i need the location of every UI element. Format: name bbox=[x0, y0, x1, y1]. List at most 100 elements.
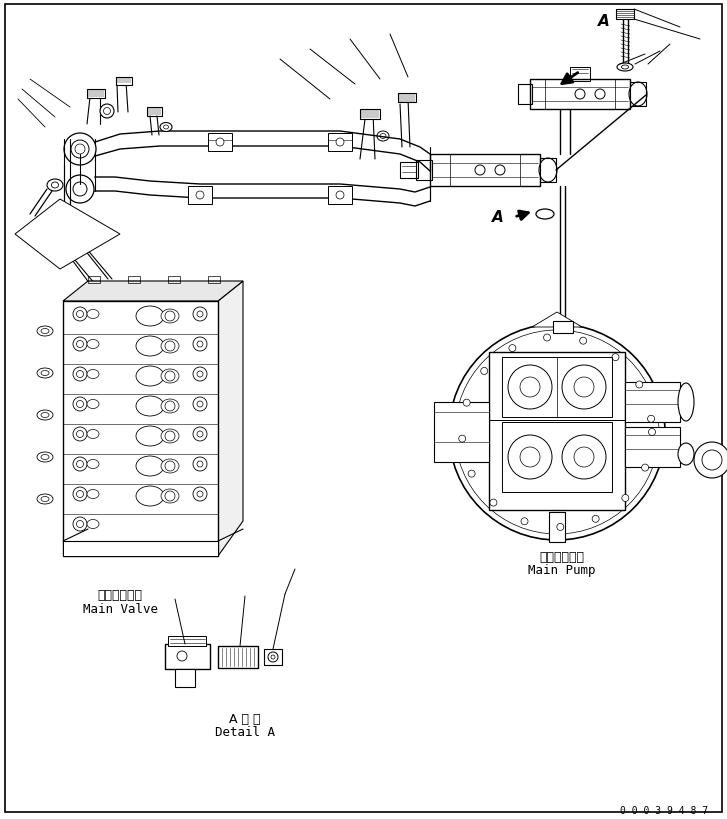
Circle shape bbox=[544, 335, 550, 342]
Circle shape bbox=[165, 491, 175, 501]
Ellipse shape bbox=[539, 159, 557, 183]
Text: A: A bbox=[492, 210, 504, 225]
Bar bbox=[188, 187, 212, 205]
Circle shape bbox=[165, 311, 175, 322]
Circle shape bbox=[574, 378, 594, 397]
Bar bbox=[328, 133, 352, 152]
Bar bbox=[400, 163, 418, 179]
Bar bbox=[264, 649, 282, 665]
Bar bbox=[434, 402, 489, 463]
Circle shape bbox=[100, 105, 114, 119]
Ellipse shape bbox=[164, 126, 169, 130]
Ellipse shape bbox=[47, 180, 63, 192]
Text: Main Pump: Main Pump bbox=[529, 563, 595, 577]
Bar bbox=[630, 83, 646, 106]
Circle shape bbox=[193, 458, 207, 472]
Circle shape bbox=[449, 324, 665, 541]
Bar bbox=[165, 645, 210, 669]
Bar bbox=[218, 646, 258, 668]
Ellipse shape bbox=[377, 132, 389, 142]
Ellipse shape bbox=[136, 337, 164, 356]
Circle shape bbox=[592, 516, 599, 523]
Ellipse shape bbox=[161, 490, 179, 504]
Bar bbox=[570, 68, 590, 82]
Bar bbox=[87, 90, 105, 99]
Circle shape bbox=[165, 342, 175, 351]
Circle shape bbox=[612, 354, 619, 361]
Circle shape bbox=[562, 365, 606, 410]
Ellipse shape bbox=[41, 371, 49, 376]
Text: メインバルブ: メインバルブ bbox=[97, 589, 142, 602]
Circle shape bbox=[193, 397, 207, 411]
Circle shape bbox=[509, 345, 516, 352]
Circle shape bbox=[475, 165, 485, 176]
Circle shape bbox=[216, 139, 224, 147]
Circle shape bbox=[76, 401, 84, 408]
Circle shape bbox=[197, 342, 203, 347]
Circle shape bbox=[193, 487, 207, 501]
Circle shape bbox=[196, 192, 204, 200]
Ellipse shape bbox=[136, 367, 164, 387]
Bar bbox=[549, 513, 565, 542]
Circle shape bbox=[75, 145, 85, 155]
Ellipse shape bbox=[136, 396, 164, 417]
Circle shape bbox=[468, 471, 475, 477]
Ellipse shape bbox=[87, 430, 99, 439]
Bar bbox=[63, 541, 218, 556]
Text: メインポンプ: メインポンプ bbox=[539, 551, 585, 563]
Circle shape bbox=[76, 311, 84, 318]
Circle shape bbox=[76, 431, 84, 438]
Circle shape bbox=[165, 372, 175, 382]
Circle shape bbox=[165, 461, 175, 472]
Circle shape bbox=[165, 401, 175, 411]
Text: Main Valve: Main Valve bbox=[82, 603, 158, 616]
Text: 0 0 0 3 9 4 8 7: 0 0 0 3 9 4 8 7 bbox=[620, 805, 708, 815]
Circle shape bbox=[521, 518, 528, 525]
Circle shape bbox=[197, 491, 203, 497]
Ellipse shape bbox=[622, 66, 629, 70]
Circle shape bbox=[481, 368, 488, 375]
Circle shape bbox=[71, 141, 89, 159]
Circle shape bbox=[76, 461, 84, 468]
Circle shape bbox=[193, 337, 207, 351]
Circle shape bbox=[193, 428, 207, 441]
Ellipse shape bbox=[678, 383, 694, 422]
Bar bbox=[175, 669, 195, 687]
Circle shape bbox=[271, 655, 275, 659]
Ellipse shape bbox=[161, 459, 179, 473]
Circle shape bbox=[73, 518, 87, 532]
Bar bbox=[430, 155, 540, 187]
Circle shape bbox=[463, 400, 470, 407]
Text: A: A bbox=[598, 15, 610, 29]
Ellipse shape bbox=[41, 329, 49, 334]
Circle shape bbox=[66, 176, 94, 204]
Polygon shape bbox=[15, 200, 120, 269]
Polygon shape bbox=[218, 282, 243, 556]
Bar bbox=[147, 108, 162, 117]
Circle shape bbox=[76, 341, 84, 348]
Circle shape bbox=[64, 133, 96, 165]
Circle shape bbox=[73, 368, 87, 382]
Circle shape bbox=[76, 521, 84, 528]
Circle shape bbox=[574, 447, 594, 468]
Circle shape bbox=[508, 436, 552, 479]
Circle shape bbox=[520, 447, 540, 468]
Bar bbox=[360, 110, 380, 120]
Circle shape bbox=[103, 108, 111, 115]
Ellipse shape bbox=[37, 327, 53, 337]
Circle shape bbox=[197, 311, 203, 318]
Circle shape bbox=[595, 90, 605, 100]
Circle shape bbox=[336, 192, 344, 200]
Circle shape bbox=[197, 372, 203, 378]
Ellipse shape bbox=[87, 520, 99, 529]
Bar bbox=[208, 133, 232, 152]
Polygon shape bbox=[532, 313, 582, 328]
Ellipse shape bbox=[37, 369, 53, 378]
Ellipse shape bbox=[161, 310, 179, 324]
Circle shape bbox=[73, 308, 87, 322]
Circle shape bbox=[73, 428, 87, 441]
Ellipse shape bbox=[678, 443, 694, 465]
Circle shape bbox=[622, 495, 629, 502]
Bar bbox=[502, 358, 612, 418]
Bar bbox=[208, 277, 220, 283]
